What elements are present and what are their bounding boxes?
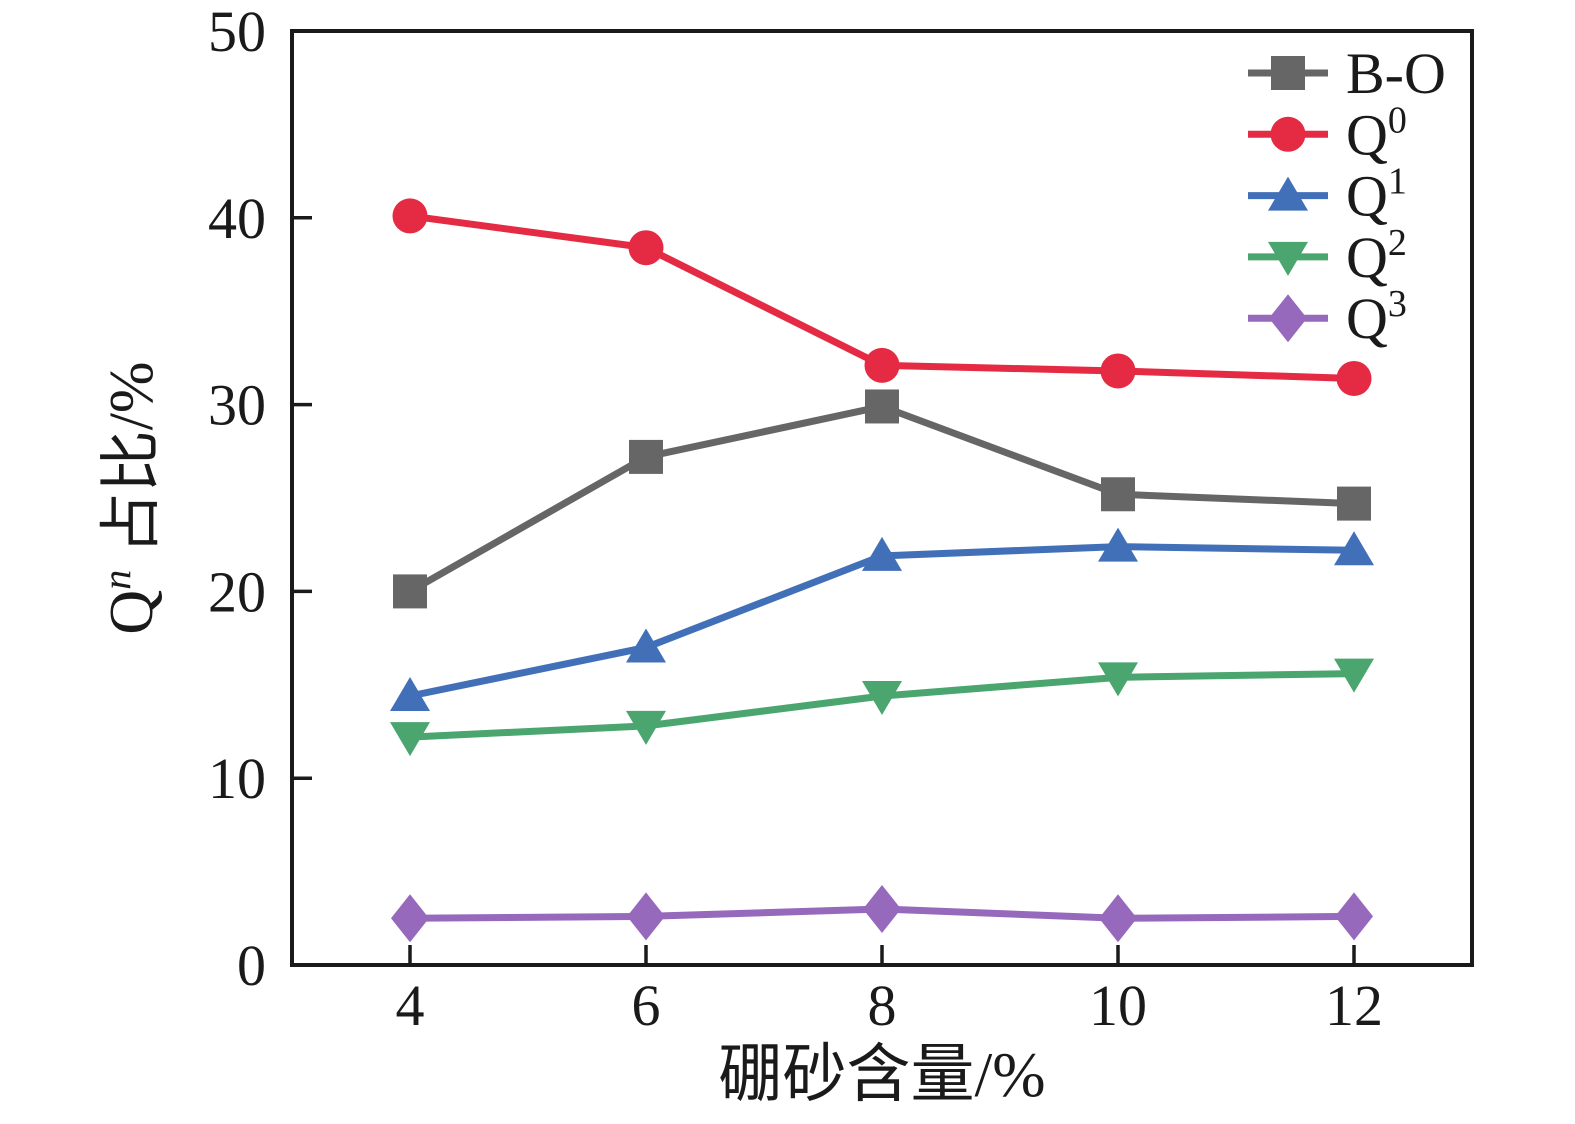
legend-label-Q3: Q3: [1346, 283, 1407, 351]
legend-marker-Q0: [1270, 116, 1306, 152]
legend-label-base: Q: [1346, 102, 1388, 167]
y-axis-title-sup: n: [94, 570, 139, 590]
marker-Q3: [1099, 894, 1137, 943]
marker-Q1: [1098, 527, 1138, 562]
marker-Q1: [626, 628, 666, 663]
marker-Q3: [391, 894, 429, 943]
y-axis-title-rest: 占比/%: [98, 361, 166, 569]
legend-item-B-O: B-O: [1248, 41, 1446, 106]
y-axis-title: Qn 占比/%: [94, 361, 166, 634]
legend-label-base: B-O: [1346, 41, 1446, 106]
legend-item-Q3: Q3: [1248, 283, 1407, 351]
legend-item-Q0: Q0: [1248, 99, 1407, 167]
axis-ticks: 4 6 8 10 12 0 10 20 30 40 50: [208, 0, 1383, 1038]
marker-Q1: [862, 536, 902, 571]
marker-Q0: [1336, 360, 1372, 396]
marker-Q2: [1334, 658, 1374, 693]
marker-Q3: [863, 884, 901, 933]
legend-label-Q1: Q1: [1346, 161, 1407, 229]
marker-Q0: [392, 198, 428, 234]
y-tick-label: 20: [208, 559, 266, 624]
legend-label-base: Q: [1346, 225, 1388, 290]
legend-marker-Q1: [1268, 176, 1308, 211]
marker-Q0: [1100, 353, 1136, 389]
legend-marker-Q3: [1269, 294, 1307, 343]
x-tick-label: 8: [868, 973, 897, 1038]
series-Q0: [392, 198, 1372, 396]
legend-label-superscript: 0: [1388, 99, 1407, 141]
y-tick-label: 0: [237, 933, 266, 998]
legend-label-base: Q: [1346, 286, 1388, 351]
marker-Q2: [390, 722, 430, 757]
legend-item-Q1: Q1: [1248, 161, 1407, 229]
marker-Q3: [1335, 892, 1373, 941]
x-tick-label: 10: [1089, 973, 1147, 1038]
y-tick-label: 30: [208, 373, 266, 438]
legend-marker-B-O: [1271, 56, 1305, 90]
x-tick-label: 4: [396, 973, 425, 1038]
marker-Q2: [862, 681, 902, 716]
data-series: [390, 198, 1374, 943]
y-tick-label: 10: [208, 746, 266, 811]
marker-Q2: [1098, 662, 1138, 697]
series-B-O: [393, 389, 1371, 609]
legend-label-base: Q: [1346, 164, 1388, 229]
legend-label-superscript: 3: [1388, 283, 1407, 325]
legend-label-B-O: B-O: [1346, 41, 1446, 106]
x-tick-label: 6: [632, 973, 661, 1038]
legend-marker-Q2: [1268, 241, 1308, 276]
legend-label-superscript: 2: [1388, 222, 1407, 264]
x-axis-title: 硼砂含量/%: [718, 1039, 1045, 1110]
legend-item-Q2: Q2: [1248, 222, 1407, 290]
marker-B-O: [865, 389, 899, 424]
marker-Q2: [626, 710, 666, 745]
legend-label-Q0: Q0: [1346, 99, 1407, 167]
marker-B-O: [393, 574, 427, 609]
series-Q1: [390, 527, 1374, 712]
legend-label-Q2: Q2: [1346, 222, 1407, 290]
marker-B-O: [629, 439, 663, 474]
marker-B-O: [1101, 477, 1135, 512]
marker-Q0: [864, 347, 900, 383]
y-tick-label: 40: [208, 186, 266, 251]
marker-Q1: [390, 677, 430, 712]
marker-B-O: [1337, 486, 1371, 521]
x-tick-label: 12: [1325, 973, 1383, 1038]
y-tick-label: 50: [208, 0, 266, 64]
marker-Q0: [628, 230, 664, 266]
marker-Q3: [627, 892, 665, 941]
marker-Q1: [1334, 531, 1374, 566]
series-Q3: [391, 884, 1373, 943]
series-Q2: [390, 658, 1374, 757]
legend-label-superscript: 1: [1388, 161, 1407, 203]
y-axis-title-base: Q: [98, 590, 166, 635]
